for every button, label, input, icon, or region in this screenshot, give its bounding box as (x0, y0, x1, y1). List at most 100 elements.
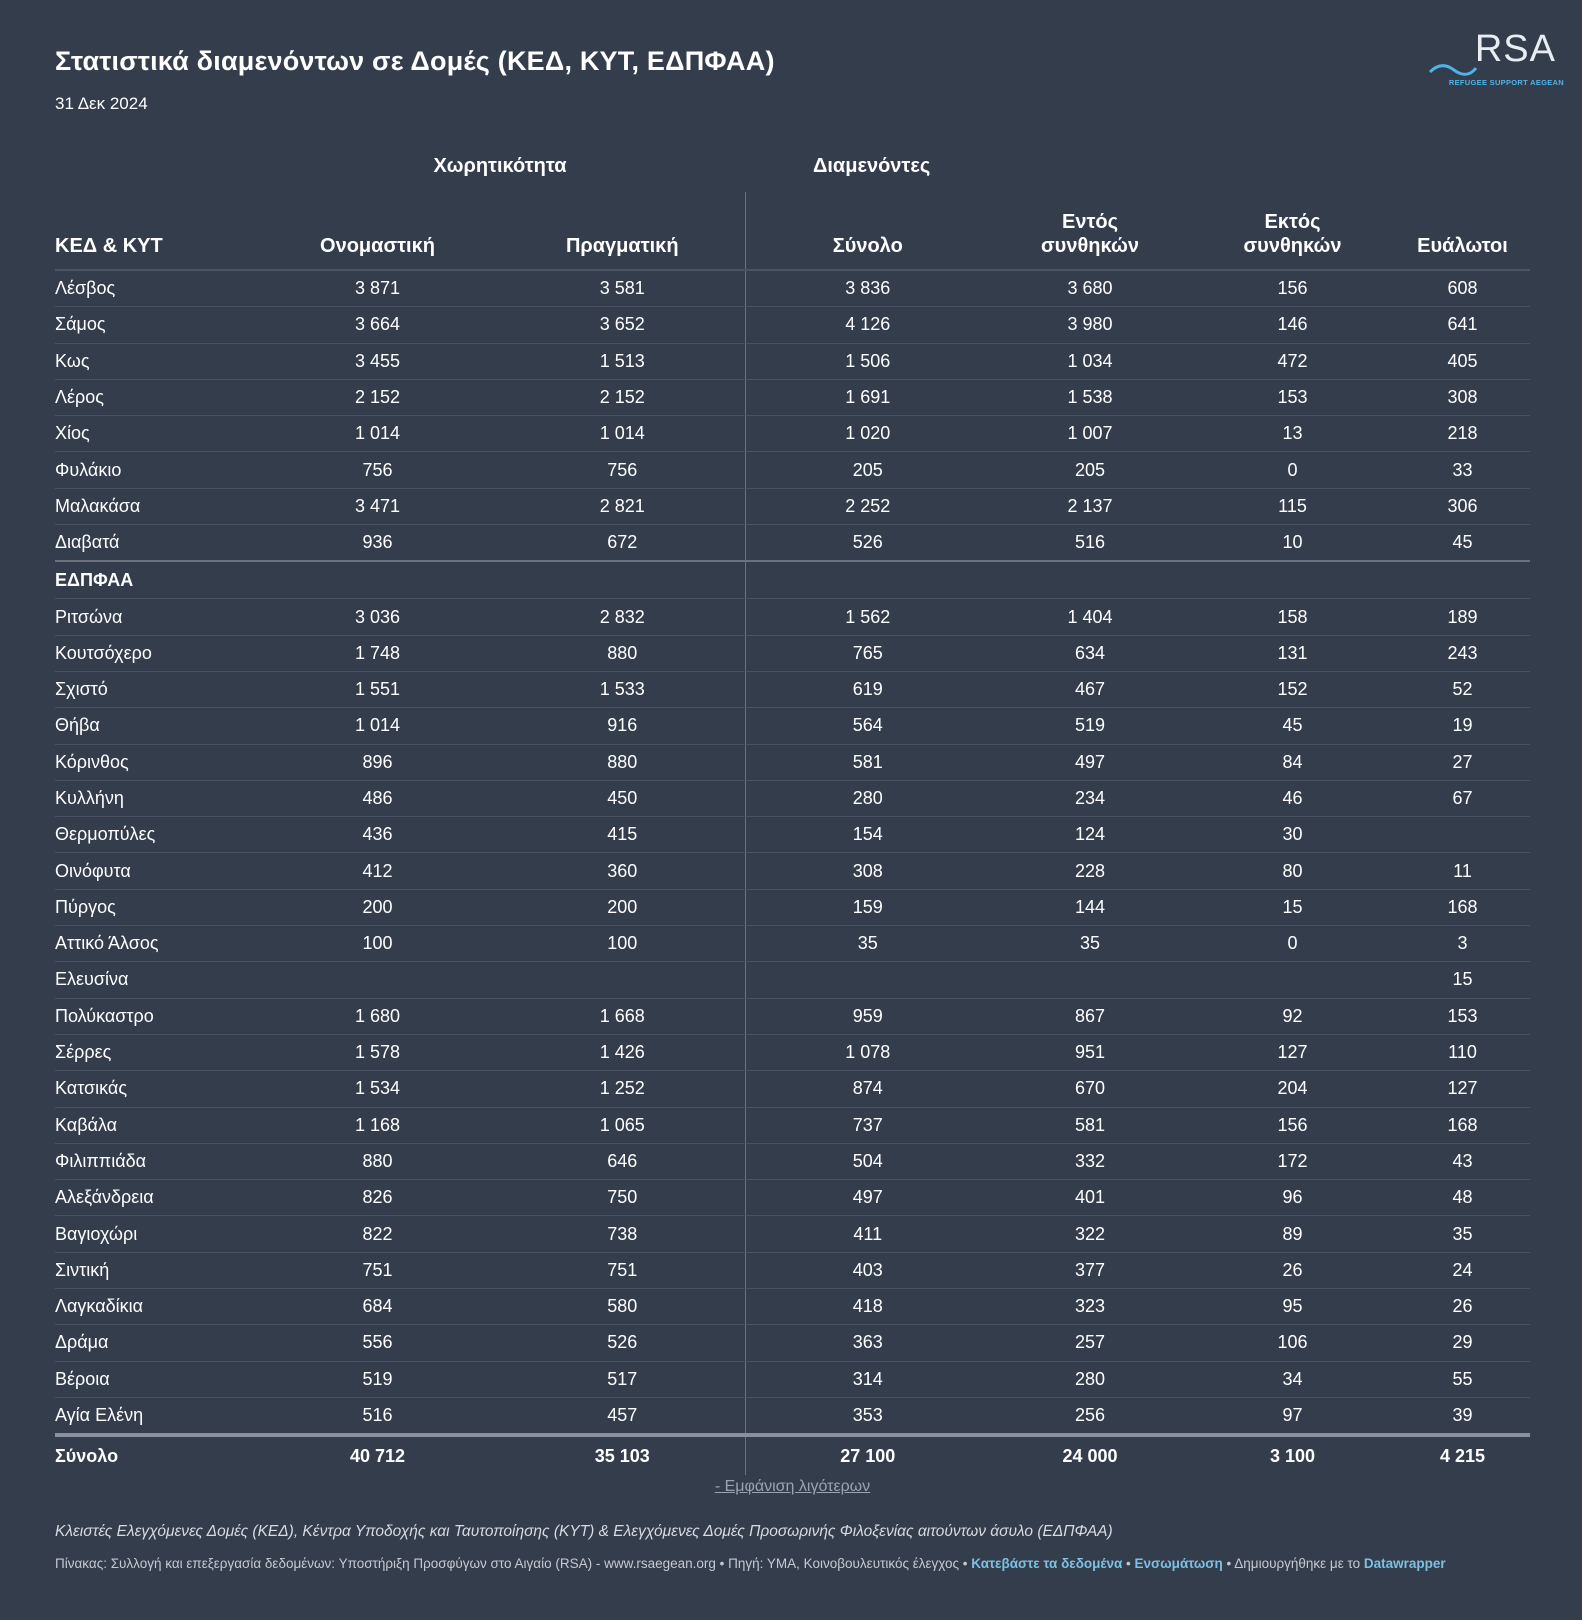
table-cell: 880 (255, 1143, 500, 1181)
row-label: Βέροια (55, 1361, 255, 1398)
table-cell: 670 (990, 1070, 1190, 1108)
table-cell: 144 (990, 889, 1190, 927)
table-cell: 1 513 (500, 343, 745, 380)
table-cell: 24 (1395, 1252, 1530, 1290)
table-cell: 556 (255, 1324, 500, 1362)
show-less-link[interactable]: - Εμφάνιση λιγότερων (714, 1478, 871, 1495)
table-cell: 158 (1190, 598, 1395, 636)
table-row: Μαλακάσα 3 471 2 821 2 252 2 137 115 306 (55, 488, 1530, 526)
page-subtitle: 31 Δεκ 2024 (55, 94, 148, 113)
row-label: Κως (55, 343, 255, 380)
table-cell: 1 506 (744, 343, 990, 380)
table-cell: 497 (744, 1179, 990, 1217)
table-cell: 26 (1395, 1288, 1530, 1326)
row-label: Ριτσώνα (55, 598, 255, 636)
table-cell: 1 065 (500, 1107, 745, 1144)
table-cell: 152 (1190, 671, 1395, 709)
table-cell: 3 471 (255, 488, 500, 526)
table-cell: 418 (744, 1288, 990, 1326)
table-row: Φιλιππιάδα 880 646 504 332 172 43 (55, 1143, 1530, 1181)
table-cell: 634 (990, 635, 1190, 672)
table-cell (255, 961, 500, 999)
table-cell: 1 534 (255, 1070, 500, 1108)
row-label: Λέρος (55, 379, 255, 417)
table-cell: 124 (990, 816, 1190, 854)
table-cell (744, 961, 990, 999)
row-label: Θερμοπύλες (55, 816, 255, 854)
table-row: Κόρινθος 896 880 581 497 84 27 (55, 744, 1530, 781)
table-cell: 3 (1395, 925, 1530, 963)
table-cell: 11 (1395, 852, 1530, 890)
row-label: Μαλακάσα (55, 488, 255, 526)
table-cell: 867 (990, 998, 1190, 1035)
embed-link[interactable]: Ενσωμάτωση (1134, 1556, 1223, 1571)
column-header: Πραγματική (500, 192, 745, 271)
table-cell: 1 014 (255, 707, 500, 745)
table-row: Πολύκαστρο 1 680 1 668 959 867 92 153 (55, 998, 1530, 1035)
table-cell: 30 (1190, 816, 1395, 854)
table-cell: 756 (500, 451, 745, 489)
table-row: Θήβα 1 014 916 564 519 45 19 (55, 707, 1530, 745)
row-label: Αλεξάνδρεια (55, 1179, 255, 1217)
table-cell: 472 (1190, 343, 1395, 380)
table-cell: 641 (1395, 306, 1530, 344)
table-row: Κυλλήνη 486 450 280 234 46 67 (55, 780, 1530, 818)
table-cell: 67 (1395, 780, 1530, 818)
residents-table: Χωρητικότητα Διαμενόντες ΚΕΔ & ΚΥΤ Ονομασ… (55, 140, 1530, 1476)
table-cell: 504 (744, 1143, 990, 1181)
table-row: Διαβατά 936 672 526 516 10 45 (55, 524, 1530, 562)
table-cell: 672 (500, 524, 745, 562)
table-cell: 4 126 (744, 306, 990, 344)
group-header-residents: Διαμενόντες (813, 154, 931, 177)
table-cell: 314 (744, 1361, 990, 1398)
table-cell: 323 (990, 1288, 1190, 1326)
table-row: Λέσβος 3 871 3 581 3 836 3 680 156 608 (55, 270, 1530, 308)
table-cell: 4 215 (1395, 1433, 1530, 1476)
table-cell: 412 (255, 852, 500, 890)
table-cell: 280 (744, 780, 990, 818)
row-label: Λέσβος (55, 270, 255, 308)
table-cell: 153 (1190, 379, 1395, 417)
table-cell: 95 (1190, 1288, 1395, 1326)
table-cell: 256 (990, 1397, 1190, 1436)
table-cell: 205 (744, 451, 990, 489)
table-cell: 15 (1190, 889, 1395, 927)
table-cell: 131 (1190, 635, 1395, 672)
table-cell: 234 (990, 780, 1190, 818)
table-cell: 363 (744, 1324, 990, 1362)
section-label: ΕΔΠΦΑΑ (55, 560, 255, 600)
table-cell: 377 (990, 1252, 1190, 1290)
table-cell: 756 (255, 451, 500, 489)
row-label: Θήβα (55, 707, 255, 745)
table-cell: 39 (1395, 1397, 1530, 1436)
table-cell: 218 (1395, 415, 1530, 453)
table-cell: 172 (1190, 1143, 1395, 1181)
table-cell: 2 821 (500, 488, 745, 526)
download-data-link[interactable]: Κατεβάστε τα δεδομένα (971, 1556, 1123, 1571)
table-cell: 415 (500, 816, 745, 854)
table-row: Χίος 1 014 1 014 1 020 1 007 13 218 (55, 415, 1530, 453)
table-cell: 127 (1190, 1034, 1395, 1072)
row-label: Κυλλήνη (55, 780, 255, 818)
table-cell: 822 (255, 1215, 500, 1253)
table-cell: 360 (500, 852, 745, 890)
table-cell: 2 252 (744, 488, 990, 526)
table-cell: 750 (500, 1179, 745, 1217)
table-cell: 228 (990, 852, 1190, 890)
table-cell: 580 (500, 1288, 745, 1326)
table-cell: 33 (1395, 451, 1530, 489)
table-cell: 48 (1395, 1179, 1530, 1217)
footer: Πίνακας: Συλλογή και επεξεργασία δεδομέν… (55, 1555, 1530, 1573)
table-cell: 189 (1395, 598, 1530, 636)
table-cell: 916 (500, 707, 745, 745)
table-cell: 204 (1190, 1070, 1395, 1108)
column-header: ΚΕΔ & ΚΥΤ (55, 192, 255, 271)
table-cell: 3 100 (1190, 1433, 1395, 1476)
table-cell: 951 (990, 1034, 1190, 1072)
table-row: Σάμος 3 664 3 652 4 126 3 980 146 641 (55, 306, 1530, 344)
datawrapper-link[interactable]: Datawrapper (1363, 1556, 1446, 1571)
table-cell: 156 (1190, 1107, 1395, 1144)
footer-separator: • (1122, 1556, 1135, 1571)
column-header-row: ΚΕΔ & ΚΥΤ Ονομαστική Πραγματική Σύνολο Εντός… (55, 192, 1530, 271)
row-label: Σύνολο (55, 1433, 255, 1476)
